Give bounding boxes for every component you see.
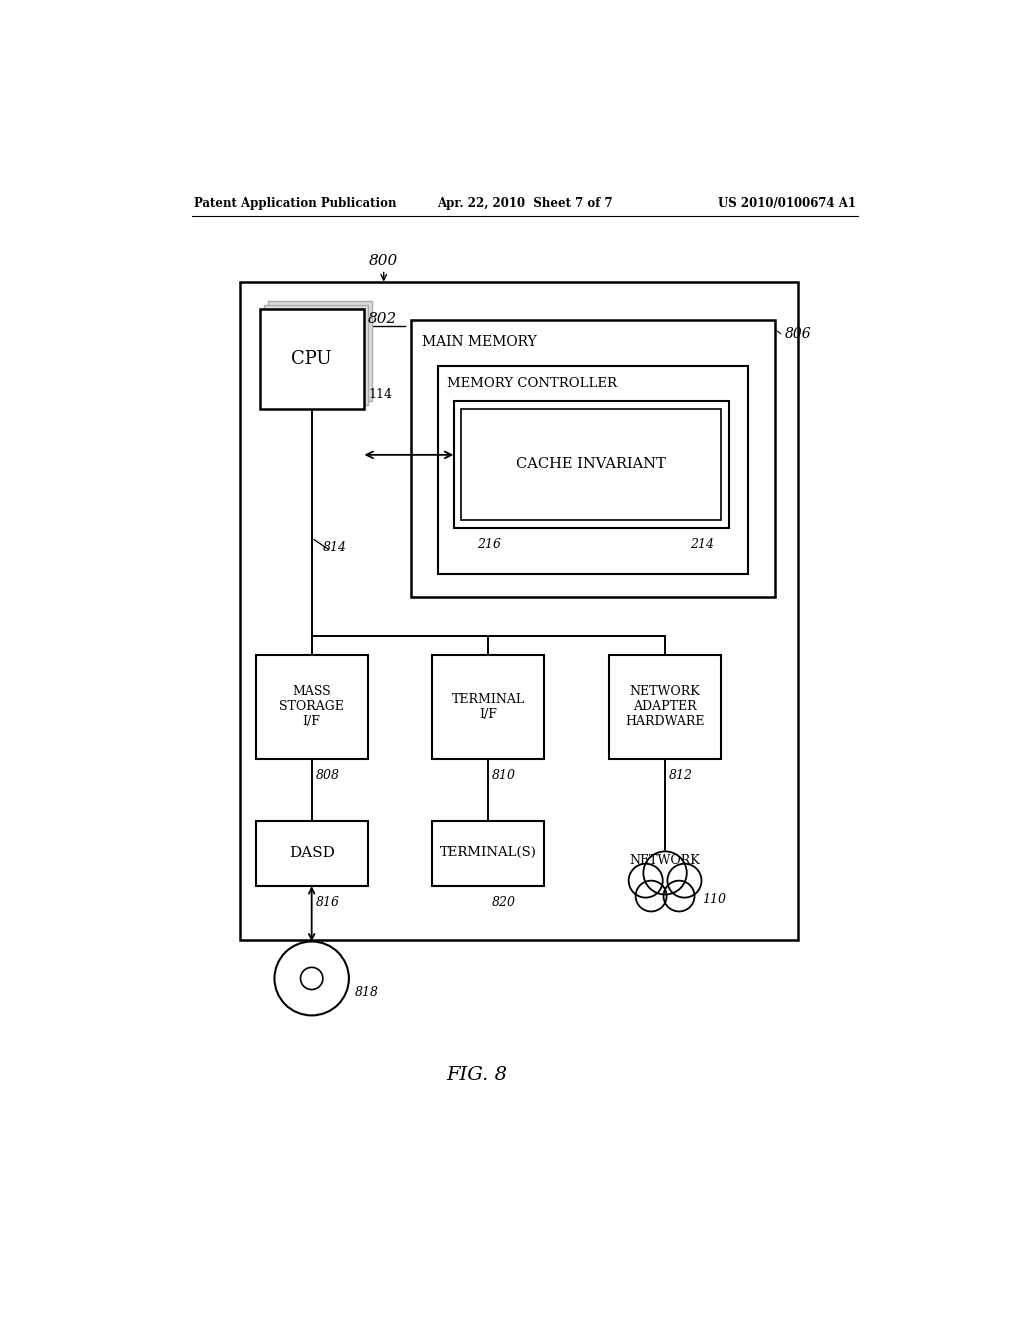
Bar (461, 409, 721, 520)
Text: 812: 812 (669, 770, 693, 783)
Text: 816: 816 (315, 896, 340, 909)
Bar (432, 821, 544, 886)
Bar (256, 821, 369, 886)
Text: 802: 802 (369, 312, 397, 326)
Text: 814: 814 (324, 541, 347, 554)
Text: Apr. 22, 2010  Sheet 7 of 7: Apr. 22, 2010 Sheet 7 of 7 (437, 197, 612, 210)
Text: US 2010/0100674 A1: US 2010/0100674 A1 (719, 197, 856, 210)
Text: MASS
STORAGE
I/F: MASS STORAGE I/F (280, 685, 344, 729)
Text: 810: 810 (493, 770, 516, 783)
Text: MAIN MEMORY: MAIN MEMORY (423, 335, 538, 348)
Text: 808: 808 (315, 770, 340, 783)
Circle shape (629, 863, 663, 898)
Text: FIG. 8: FIG. 8 (446, 1065, 507, 1084)
Text: 806: 806 (784, 327, 811, 341)
Bar (432, 655, 544, 759)
Text: 800: 800 (369, 253, 398, 268)
Bar (608, 655, 721, 759)
Circle shape (636, 880, 667, 911)
Text: NETWORK
ADAPTER
HARDWARE: NETWORK ADAPTER HARDWARE (626, 685, 705, 729)
Text: NETWORK: NETWORK (630, 854, 700, 867)
Bar (241, 281, 799, 940)
Text: 214: 214 (690, 539, 714, 552)
Text: 216: 216 (477, 539, 501, 552)
Text: 818: 818 (355, 986, 379, 999)
Bar (438, 367, 748, 574)
Bar (267, 301, 372, 401)
Bar (260, 309, 365, 409)
Text: Patent Application Publication: Patent Application Publication (194, 197, 396, 210)
Circle shape (664, 880, 694, 911)
Text: MEMORY CONTROLLER: MEMORY CONTROLLER (447, 376, 617, 389)
Bar (454, 401, 729, 528)
Text: 110: 110 (702, 894, 726, 907)
Circle shape (668, 863, 701, 898)
Text: CACHE INVARIANT: CACHE INVARIANT (516, 457, 666, 471)
Text: DASD: DASD (289, 846, 335, 859)
Bar (256, 655, 369, 759)
Text: CPU: CPU (292, 350, 332, 367)
Text: 820: 820 (493, 896, 516, 909)
Bar (411, 321, 775, 598)
Circle shape (643, 851, 687, 895)
Bar (263, 305, 369, 405)
Text: TERMINAL
I/F: TERMINAL I/F (452, 693, 525, 721)
Text: TERMINAL(S): TERMINAL(S) (440, 846, 537, 859)
Text: 114: 114 (369, 388, 392, 401)
